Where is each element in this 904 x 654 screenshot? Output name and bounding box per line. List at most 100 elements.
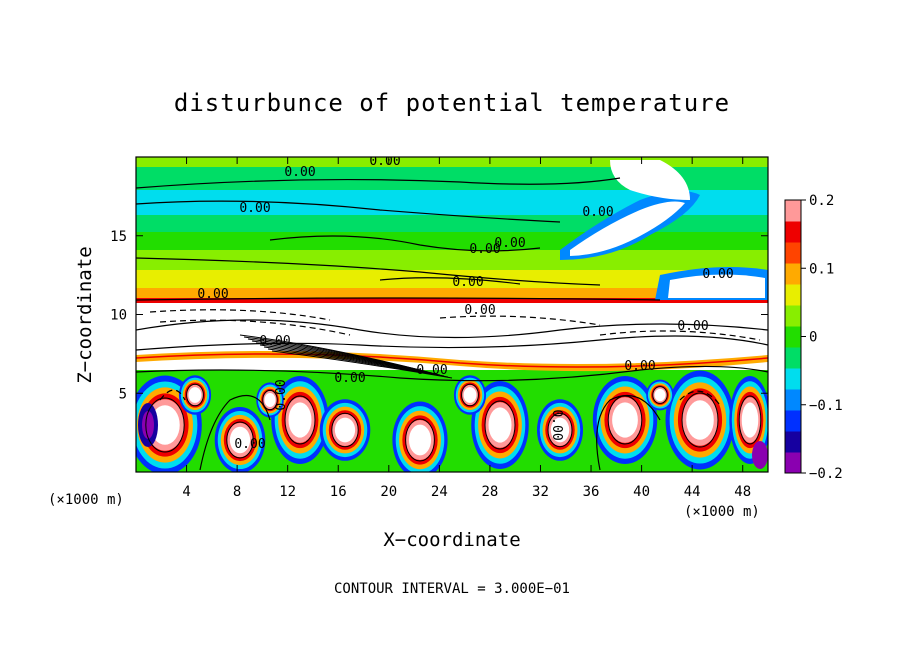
field-cell (463, 387, 477, 403)
plot-area: 0.000.000.000.000.000.000.000.000.000.00… (136, 154, 768, 472)
cell-contour (186, 383, 204, 407)
contour-label-rotated: 0.00 (549, 409, 564, 440)
field-cell (288, 402, 312, 438)
field-cell (264, 392, 276, 408)
mid-right-white (668, 274, 765, 298)
x-tick-label: 32 (532, 484, 549, 500)
contour-label: 0.00 (702, 267, 733, 282)
colorbar (785, 200, 801, 474)
contour-label-rotated: 0.00 (274, 379, 289, 410)
contour-line-dashed (159, 389, 186, 401)
z-tick-label: 10 (110, 308, 127, 324)
field-cell (741, 402, 759, 438)
cell-contour (547, 412, 573, 448)
field-cell (550, 417, 570, 443)
field-cell (686, 400, 714, 440)
contour-line (269, 235, 541, 252)
cell-contour (681, 392, 719, 448)
cell-contour (461, 383, 479, 407)
contour-line (136, 365, 768, 382)
colorbar-tick-label: −0.2 (809, 466, 843, 482)
contour-lines (136, 177, 768, 471)
contour-label: 0.00 (239, 201, 270, 216)
cell-contour (331, 412, 359, 448)
x-tick-label: 20 (380, 484, 397, 500)
field-cell (654, 388, 666, 402)
field-band (136, 298, 768, 303)
cell-contour (738, 395, 762, 445)
cell-contour (405, 418, 435, 462)
colorbar-tick-label: 0.2 (809, 193, 834, 209)
y-axis-label: Z−coordinate (74, 246, 96, 383)
cell-contour (652, 386, 668, 404)
chart-title: disturbunce of potential temperature (174, 89, 730, 117)
colorbar-segment (785, 221, 801, 243)
contour-line-dashed (439, 315, 601, 326)
field-cell (408, 424, 432, 456)
colorbar-segment (785, 347, 801, 369)
contour-interval-note: CONTOUR INTERVAL = 3.000E−01 (334, 581, 570, 597)
field-cell (229, 426, 251, 454)
colorbar-segment (785, 368, 801, 390)
colorbar-segment (785, 263, 801, 285)
field-cell-purple (142, 411, 154, 439)
x-unit-right: (×1000 m) (684, 504, 760, 520)
cell-contour (226, 421, 254, 459)
contour-label: 0.00 (334, 371, 365, 386)
contour-line (136, 297, 661, 301)
contour-line-dashed (679, 390, 721, 406)
x-tick-label: 48 (734, 484, 751, 500)
contour-line (199, 395, 271, 471)
contour-label: 0.00 (369, 154, 400, 169)
field-band (136, 167, 768, 190)
upper-disturbance-core (570, 201, 685, 256)
field-band (136, 288, 768, 298)
field-cell (334, 417, 356, 443)
x-tick-label: 12 (279, 484, 296, 500)
colorbar-ticks: 0.2 0.1 0 −0.1 −0.2 (801, 193, 843, 482)
contour-label: 0.00 (416, 363, 447, 378)
contour-dense (267, 348, 449, 378)
x-tick-label: 24 (431, 484, 448, 500)
contour-label: 0.00 (284, 165, 315, 180)
z-tick-label: 15 (110, 229, 127, 245)
colorbar-segment (785, 389, 801, 411)
field-band (136, 157, 768, 167)
cell-contour (284, 395, 316, 445)
x-unit-left: (×1000 m) (48, 492, 124, 508)
contour-label: 0.00 (494, 236, 525, 251)
colorbar-segment (785, 305, 801, 327)
contour-label: 0.00 (234, 437, 265, 452)
contour-label: 0.00 (469, 242, 500, 257)
cell-contour (607, 395, 643, 445)
contour-label: 0.00 (259, 334, 290, 349)
colorbar-segment (785, 431, 801, 453)
field-band (136, 270, 768, 288)
field-cell-purple (752, 441, 768, 469)
field-cell (150, 405, 180, 445)
x-tick-label: 8 (233, 484, 241, 500)
x-tick-label: 28 (481, 484, 498, 500)
z-axis: 5 10 15 (110, 229, 768, 402)
cell-contour (145, 397, 185, 453)
z-tick-label: 5 (119, 386, 127, 402)
colorbar-segment (785, 452, 801, 474)
contour-line-dashed (149, 309, 331, 321)
contour-line (379, 277, 521, 285)
colorbar-segment (785, 200, 801, 222)
field-band (136, 250, 768, 270)
contour-dense (271, 350, 453, 379)
contour-line (136, 200, 561, 223)
colorbar-tick-label: 0.1 (809, 261, 834, 277)
field-cell (188, 387, 202, 403)
mid-streak-line (136, 353, 768, 368)
x-tick-label: 4 (182, 484, 190, 500)
colorbar-segment (785, 410, 801, 432)
contour-dense (263, 346, 445, 377)
x-tick-label: 36 (583, 484, 600, 500)
contour-labels: 0.000.000.000.000.000.000.000.000.000.00… (197, 154, 733, 452)
contour-line (136, 319, 768, 339)
contour-label: 0.00 (452, 275, 483, 290)
contour-line (136, 177, 621, 189)
